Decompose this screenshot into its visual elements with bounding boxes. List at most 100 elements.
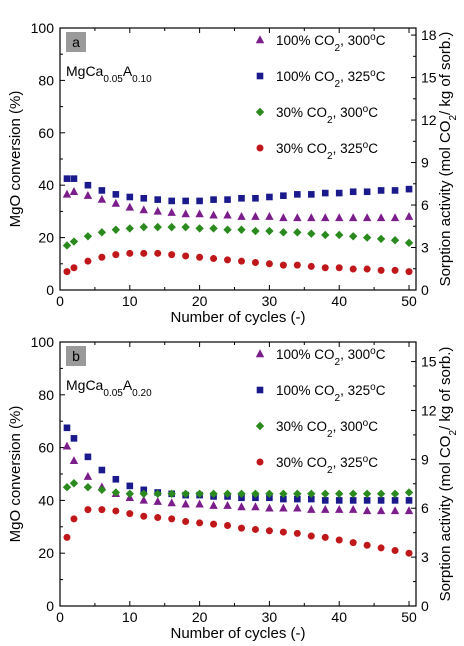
data-point	[363, 188, 371, 196]
data-point	[335, 497, 343, 504]
data-point	[111, 488, 121, 497]
data-point	[209, 210, 218, 219]
data-point	[196, 197, 203, 205]
series-triangle	[62, 187, 414, 222]
data-point	[210, 520, 218, 528]
data-point	[307, 504, 316, 513]
legend-item: 30% CO2, 300oC	[255, 418, 378, 440]
data-point	[280, 192, 287, 199]
data-point	[62, 441, 72, 450]
data-point	[238, 195, 245, 202]
data-point	[280, 495, 287, 503]
y-tick-label: 40	[38, 177, 54, 193]
data-point	[377, 497, 385, 504]
x-tick-label: 20	[192, 293, 208, 309]
x-tick-label: 40	[331, 293, 347, 309]
data-point	[70, 435, 78, 442]
data-point	[210, 255, 218, 263]
data-point	[196, 253, 204, 261]
data-point	[98, 506, 106, 514]
data-point	[404, 211, 414, 220]
data-point	[293, 489, 302, 498]
data-point	[168, 515, 176, 523]
y2-tick-label: 0	[421, 282, 429, 298]
data-point	[139, 489, 148, 498]
data-point	[362, 489, 372, 498]
y2-tick-label: 6	[421, 197, 429, 213]
data-point	[62, 241, 72, 250]
data-point	[126, 510, 134, 518]
legend-label: 100% CO2, 325oC	[276, 382, 386, 404]
series-circle	[63, 249, 413, 276]
data-point	[224, 196, 231, 203]
data-point	[223, 500, 232, 509]
data-point	[237, 257, 245, 265]
data-point	[223, 210, 232, 219]
data-point	[307, 191, 315, 198]
data-point	[237, 502, 246, 511]
data-point	[112, 475, 120, 483]
data-point	[294, 495, 301, 503]
data-point	[404, 238, 414, 248]
data-point	[405, 549, 413, 557]
data-point	[390, 506, 400, 515]
data-point	[376, 506, 386, 515]
data-point	[167, 498, 176, 507]
data-point	[209, 500, 218, 509]
data-point	[140, 512, 148, 520]
data-point	[195, 209, 204, 218]
data-point	[154, 196, 162, 203]
data-point	[307, 532, 315, 540]
data-point	[84, 506, 92, 514]
x-tick-label: 0	[56, 609, 64, 625]
data-point	[265, 260, 273, 268]
data-point	[223, 225, 232, 234]
data-point	[125, 224, 135, 233]
data-point	[307, 489, 316, 498]
legend-label: 30% CO2, 325oC	[276, 140, 378, 162]
data-point	[376, 234, 386, 244]
data-point	[83, 483, 93, 492]
x-tick-label: 30	[262, 609, 278, 625]
data-point	[376, 489, 386, 498]
legend-label: 100% CO2, 300oC	[276, 32, 386, 54]
data-point	[63, 175, 71, 182]
data-point	[112, 251, 120, 259]
data-point	[362, 213, 372, 222]
data-point	[139, 205, 148, 214]
data-point	[209, 224, 218, 233]
data-point	[321, 264, 329, 272]
data-point	[404, 488, 414, 497]
y2-axis-title: Sorption activity (mol CO2/ kg of sorb.)	[437, 32, 459, 287]
legend-item: 100% CO2, 325oC	[256, 382, 386, 404]
data-point	[391, 266, 399, 274]
legend-label: 30% CO2, 325oC	[276, 454, 378, 476]
data-point	[335, 230, 344, 240]
x-axis-title: Number of cycles (-)	[170, 309, 305, 326]
data-point	[251, 489, 260, 498]
y-tick-label: 0	[46, 282, 54, 298]
data-point	[195, 224, 204, 233]
data-point	[377, 266, 385, 274]
legend-label: 100% CO2, 300oC	[276, 346, 386, 368]
y2-tick-label: 9	[421, 451, 429, 467]
data-point	[237, 489, 246, 498]
data-point	[167, 208, 176, 216]
data-point	[98, 253, 106, 261]
legend-marker	[256, 72, 264, 80]
data-point	[307, 213, 316, 222]
sample-label: MgCa0.05A0.20	[66, 377, 152, 399]
data-point	[321, 213, 330, 222]
panel-label-box	[66, 346, 86, 366]
data-point	[279, 489, 288, 498]
data-point	[335, 213, 344, 222]
x-tick-label: 30	[262, 293, 278, 309]
data-point	[210, 196, 217, 203]
data-point	[266, 193, 273, 201]
data-point	[153, 497, 162, 505]
panel-label-box	[66, 32, 86, 52]
legend-item: 30% CO2, 325oC	[256, 140, 378, 162]
legend-marker	[256, 144, 264, 152]
data-point	[335, 504, 344, 513]
data-point	[265, 527, 273, 535]
